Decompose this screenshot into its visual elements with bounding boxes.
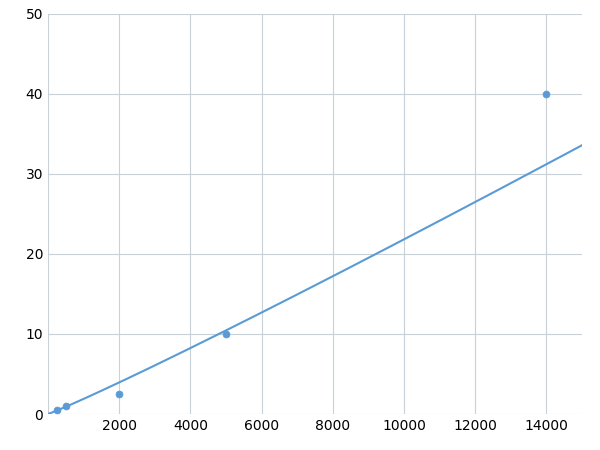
Point xyxy=(52,406,62,414)
Point xyxy=(115,391,124,398)
Point xyxy=(542,90,551,97)
Point xyxy=(61,402,71,410)
Point xyxy=(221,330,231,338)
